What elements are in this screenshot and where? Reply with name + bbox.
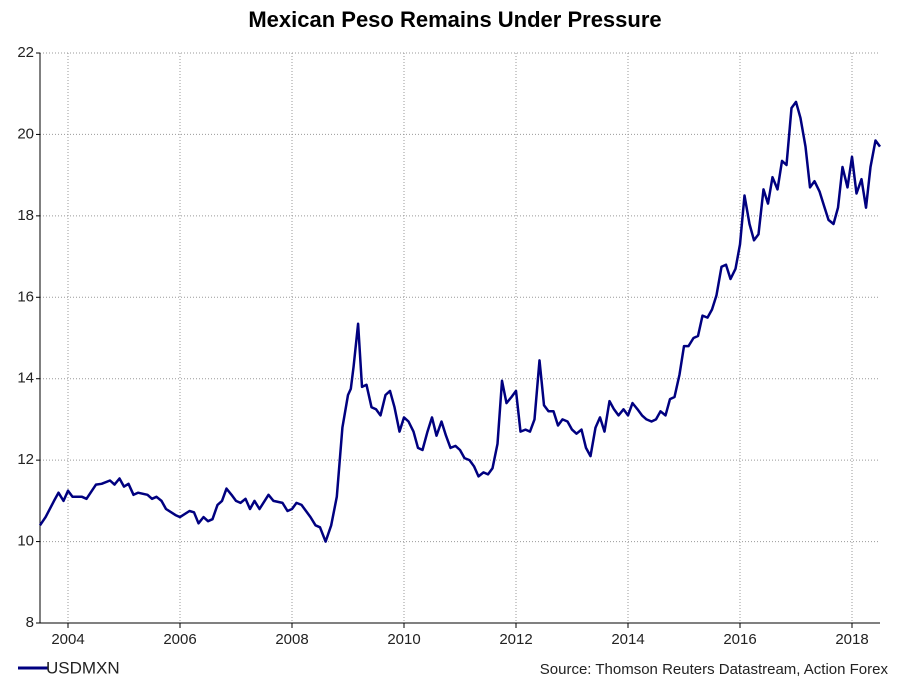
y-tick-label: 10 xyxy=(17,533,34,550)
y-tick-label: 20 xyxy=(17,125,34,142)
x-tick-label: 2014 xyxy=(611,631,644,648)
x-tick-label: 2008 xyxy=(275,631,308,648)
y-tick-label: 8 xyxy=(26,614,34,631)
y-tick-label: 18 xyxy=(17,207,34,224)
x-tick-label: 2010 xyxy=(387,631,420,648)
x-tick-label: 2004 xyxy=(51,631,84,648)
x-tick-label: 2012 xyxy=(499,631,532,648)
y-tick-label: 14 xyxy=(17,370,34,387)
y-tick-label: 22 xyxy=(17,44,34,61)
source: Source: Thomson Reuters Datastream, Acti… xyxy=(540,661,889,678)
x-tick-label: 2016 xyxy=(723,631,756,648)
chart-title: Mexican Peso Remains Under Pressure xyxy=(248,7,661,32)
y-tick-label: 16 xyxy=(17,288,34,305)
legend-label: USDMXN xyxy=(46,658,120,677)
data-line xyxy=(38,100,882,543)
y-tick-label: 12 xyxy=(17,451,34,468)
x-tick-label: 2006 xyxy=(163,631,196,648)
x-tick-label: 2018 xyxy=(835,631,868,648)
